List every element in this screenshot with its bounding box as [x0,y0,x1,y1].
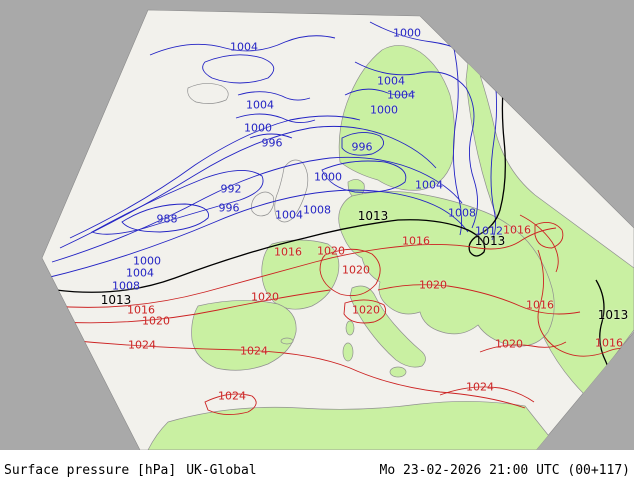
map-datetime: Mo 23-02-2026 21:00 UTC (00+117) [379,462,630,478]
island-layer [187,83,309,223]
map-graphic [41,9,634,450]
pressure-map: 1004 1000 1004 1004 1004 1000 1000 996 996 1000 99… [0,0,634,450]
map-title: Surface pressure [hPa] [4,462,177,478]
status-bar: Surface pressure [hPa] UK-Global Mo 23-0… [0,450,634,490]
low-isobars [45,21,513,279]
land-layer [147,44,634,450]
model-name: UK-Global [186,462,257,478]
high-isobars [51,214,629,415]
